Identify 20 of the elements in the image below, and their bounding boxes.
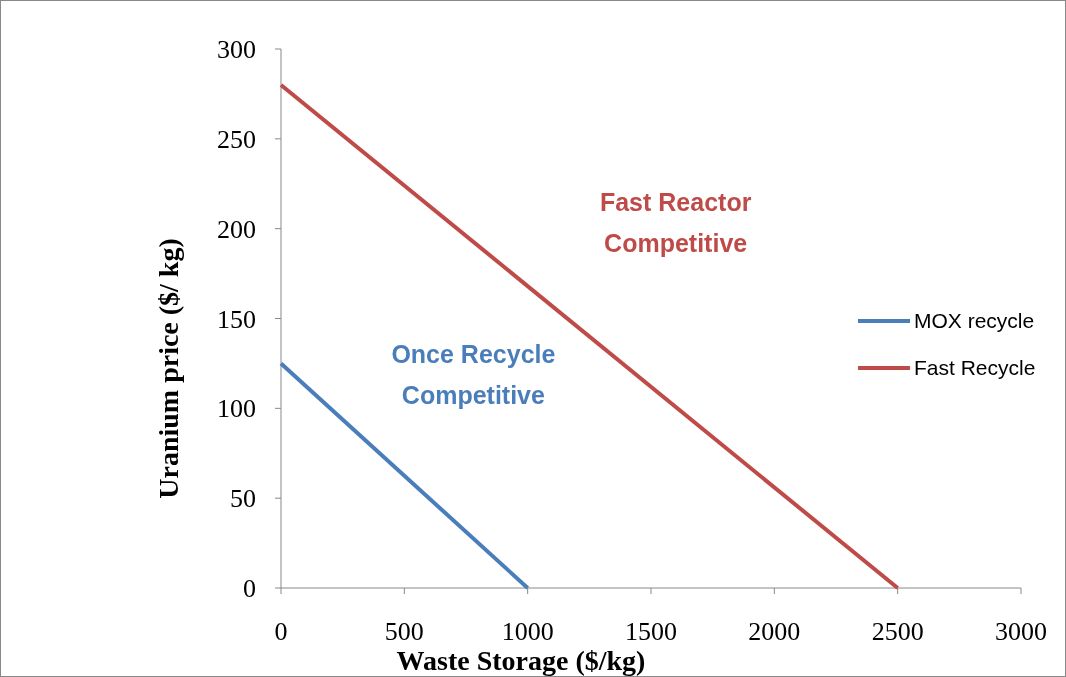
- y-tick-label: 0: [243, 574, 256, 604]
- y-tick-label: 150: [217, 304, 256, 334]
- y-tick-label: 250: [217, 124, 256, 154]
- x-tick-label: 0: [274, 617, 288, 646]
- x-tick-label: 3000: [995, 617, 1047, 646]
- x-tick-label: 2000: [748, 617, 801, 646]
- y-tick-label: 200: [217, 214, 256, 244]
- legend-label: MOX recycle: [914, 309, 1035, 333]
- legend-label: Fast Recycle: [914, 356, 1036, 380]
- y-tick-label: 100: [217, 394, 256, 424]
- y-axis-title: Uranium price ($/ kg): [153, 238, 184, 499]
- x-tick-label: 1500: [625, 617, 677, 646]
- annotation: Once Recycle Competitive: [391, 340, 556, 410]
- y-tick-label: 50: [230, 484, 256, 514]
- x-tick-label: 500: [384, 617, 424, 646]
- x-tick-label: 1000: [501, 617, 554, 646]
- annotation: Fast Reactor Competitive: [599, 187, 752, 257]
- x-axis-title: Waste Storage ($/kg): [396, 645, 646, 676]
- x-tick-label: 2500: [871, 617, 924, 646]
- y-tick-label: 300: [217, 35, 256, 65]
